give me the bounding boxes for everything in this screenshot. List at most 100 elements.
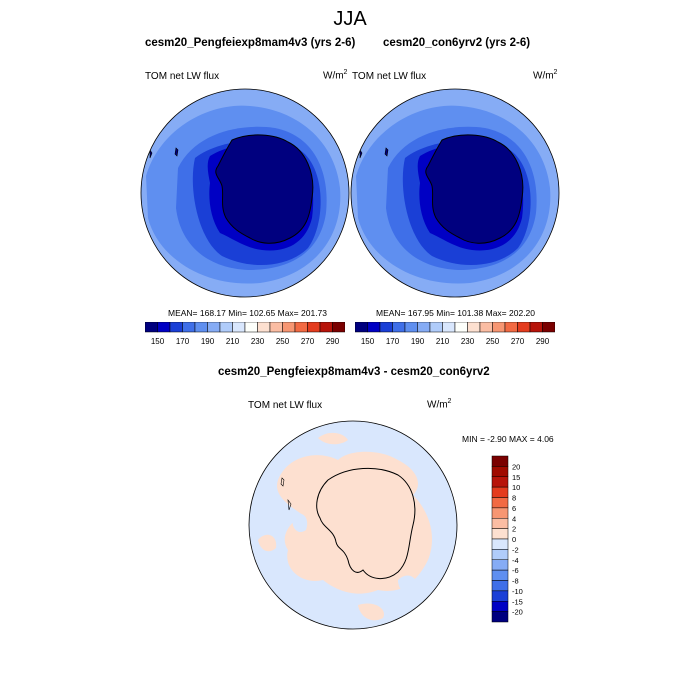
colorbar-box (307, 322, 321, 333)
colorbar-box (219, 322, 233, 333)
colorbar-box (269, 322, 283, 333)
colorbar-box (194, 322, 208, 333)
colorbar-box (442, 322, 456, 333)
antarctica-outline (316, 467, 416, 579)
colorbar-tick-label: -4 (512, 556, 519, 565)
panel2-colorbar: 150 170 190 210 230 250 270 290 (355, 322, 555, 346)
south-america-tip (280, 477, 292, 511)
colorbar-box (467, 322, 481, 333)
colorbar-box (491, 538, 509, 550)
figure-title: JJA (333, 8, 367, 30)
panel1-variable: TOM net LW flux (145, 71, 220, 82)
map-field-positive-patch (258, 534, 277, 552)
colorbar-tick-label: 210 (226, 337, 240, 346)
colorbar-tick-label: 190 (411, 337, 425, 346)
map-boundary (140, 88, 350, 298)
panel2-polar-map (350, 88, 560, 298)
panel3-title: cesm20_Pengfeiexp8mam4v3 - cesm20_con6yr… (218, 366, 490, 378)
colorbar-box (392, 322, 406, 333)
panel1-stats: MEAN= 168.17 Min= 102.65 Max= 201.73 (168, 308, 328, 318)
colorbar-box (145, 322, 158, 333)
colorbar-tick-label: 150 (151, 337, 165, 346)
colorbar-tick-label: 150 (361, 337, 375, 346)
colorbar-tick-label: 230 (251, 337, 265, 346)
colorbar-tick-label: -8 (512, 577, 519, 586)
colorbar-tick-label: 4 (512, 514, 516, 523)
south-america-tip (359, 147, 389, 159)
antarctica-outline (215, 134, 314, 244)
colorbar-box (355, 322, 368, 333)
colorbar-box (491, 518, 509, 529)
map-field-negative-patch (398, 575, 417, 593)
colorbar-tick-label: 290 (326, 337, 340, 346)
colorbar-box (479, 322, 493, 333)
colorbar-tick-label: 250 (276, 337, 290, 346)
colorbar-tick-label: 250 (486, 337, 500, 346)
map-field-positive-patch (318, 432, 348, 445)
colorbar-box (491, 507, 509, 519)
panel2-variable: TOM net LW flux (352, 71, 427, 82)
map-field-positive-main (277, 451, 433, 594)
colorbar-tick-label: -2 (512, 545, 519, 554)
panel1-title: cesm20_Pengfeiexp8mam4v3 (yrs 2-6) (145, 37, 356, 49)
colorbar-box (244, 322, 258, 333)
panel1-units: W/m2 (323, 69, 348, 82)
colorbar-box (404, 322, 418, 333)
colorbar-box (529, 322, 543, 333)
colorbar-box (232, 322, 246, 333)
colorbar-tick-label: 15 (512, 473, 520, 482)
colorbar-box (542, 322, 555, 333)
colorbar-box (491, 569, 509, 581)
colorbar-box (207, 322, 221, 333)
colorbar-box (504, 322, 518, 333)
colorbar-box (454, 322, 468, 333)
map-field-positive-patch (358, 603, 384, 621)
colorbar-tick-label: 210 (436, 337, 450, 346)
colorbar-tick-label: 170 (176, 337, 190, 346)
colorbar-box (491, 590, 509, 602)
colorbar-tick-label: 8 (512, 494, 516, 503)
colorbar-box (417, 322, 431, 333)
colorbar-box (491, 549, 509, 560)
colorbar-box (491, 611, 509, 623)
colorbar-tick-label: 290 (536, 337, 550, 346)
colorbar-box (517, 322, 531, 333)
colorbar-box (491, 476, 509, 488)
colorbar-box (157, 322, 171, 333)
panel1-colorbar: 150 170 190 210 230 250 270 290 (145, 322, 345, 346)
colorbar-box (491, 559, 509, 571)
colorbar-box (294, 322, 308, 333)
colorbar-tick-label: 270 (511, 337, 525, 346)
colorbar-box (332, 322, 345, 333)
colorbar-box (491, 601, 509, 612)
panel3-units: W/m2 (427, 398, 452, 411)
panel3-stats: MIN = -2.90 MAX = 4.06 (462, 434, 554, 444)
panel2-stats: MEAN= 167.95 Min= 101.38 Max= 202.20 (376, 308, 536, 318)
colorbar-box (257, 322, 271, 333)
colorbar-tick-label: 6 (512, 504, 516, 513)
colorbar-box (282, 322, 296, 333)
colorbar-tick-label: 10 (512, 483, 520, 492)
map-boundary (350, 88, 560, 298)
colorbar-tick-label: -20 (512, 608, 523, 617)
antarctica-outline (425, 134, 524, 244)
colorbar-box (491, 466, 509, 477)
colorbar-tick-label: 270 (301, 337, 315, 346)
colorbar-tick-label: -6 (512, 566, 519, 575)
colorbar-tick-label: 20 (512, 462, 520, 471)
map-boundary (248, 420, 458, 630)
map-field-negative-patch (292, 513, 308, 533)
colorbar-box (491, 455, 509, 467)
colorbar-tick-label: 2 (512, 525, 516, 534)
panel1-polar-map (140, 88, 350, 298)
colorbar-box (319, 322, 333, 333)
colorbar-tick-label: 0 (512, 535, 516, 544)
panel2-units: W/m2 (533, 69, 558, 82)
panel3-variable: TOM net LW flux (248, 400, 323, 411)
colorbar-box (379, 322, 393, 333)
colorbar-tick-label: -15 (512, 597, 523, 606)
panel3-polar-map (248, 420, 458, 630)
panel2-title: cesm20_con6yrv2 (yrs 2-6) (383, 37, 531, 49)
colorbar-box (367, 322, 381, 333)
